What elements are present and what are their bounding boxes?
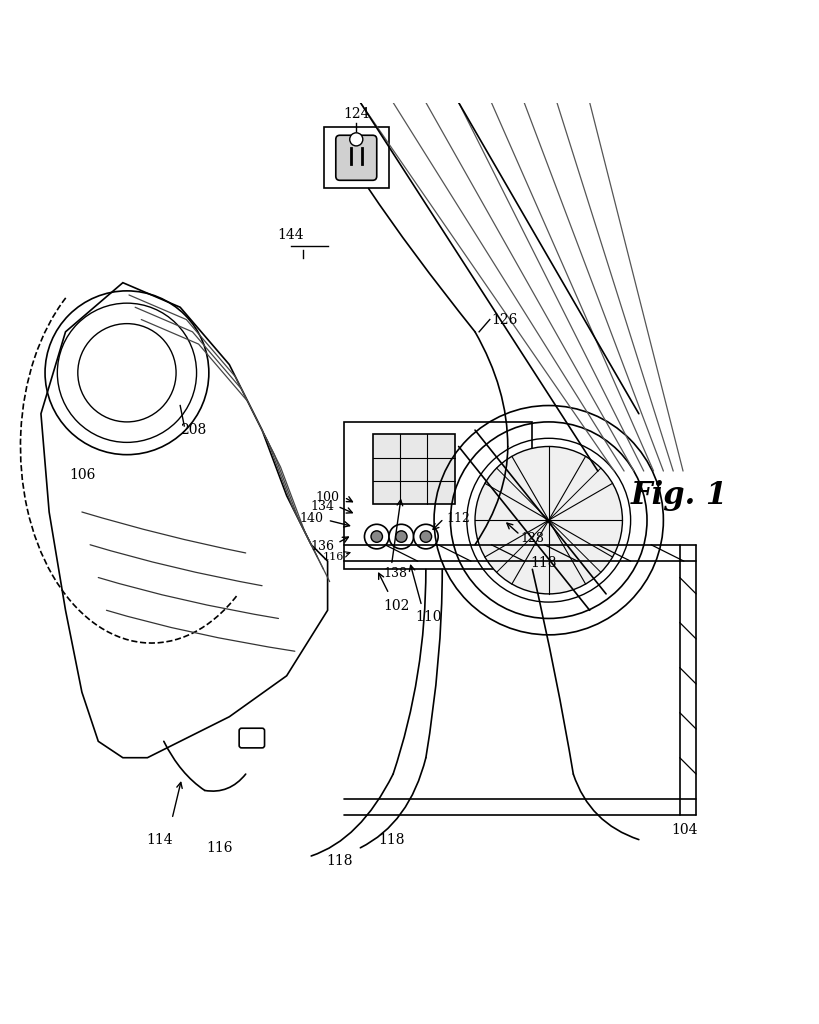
Text: 118: 118	[378, 834, 405, 847]
Text: 118: 118	[327, 854, 353, 868]
Text: 140: 140	[300, 512, 324, 525]
Text: 100: 100	[316, 490, 340, 504]
FancyBboxPatch shape	[344, 422, 532, 569]
Text: 102: 102	[383, 599, 410, 613]
Text: 104: 104	[672, 822, 698, 837]
FancyBboxPatch shape	[239, 728, 265, 748]
Text: 144: 144	[278, 227, 304, 242]
FancyBboxPatch shape	[324, 127, 389, 188]
Circle shape	[371, 530, 382, 543]
Circle shape	[396, 530, 407, 543]
Text: 116: 116	[206, 842, 233, 855]
Text: 208: 208	[180, 423, 206, 437]
Text: 116: 116	[323, 552, 344, 562]
Circle shape	[389, 524, 414, 549]
Text: 114: 114	[147, 834, 173, 847]
Text: 124: 124	[343, 106, 369, 121]
FancyBboxPatch shape	[373, 434, 455, 504]
Text: 138: 138	[383, 567, 407, 580]
FancyBboxPatch shape	[336, 135, 377, 180]
Text: 128: 128	[520, 531, 544, 545]
Text: 118: 118	[531, 556, 557, 569]
Circle shape	[364, 524, 389, 549]
Text: Fig. 1: Fig. 1	[631, 480, 728, 511]
Text: 106: 106	[70, 468, 96, 482]
Text: 110: 110	[415, 610, 441, 624]
Text: 112: 112	[446, 512, 470, 525]
Circle shape	[414, 524, 438, 549]
Circle shape	[350, 133, 363, 145]
Circle shape	[420, 530, 432, 543]
Text: 134: 134	[310, 500, 334, 513]
Text: 126: 126	[491, 312, 518, 327]
Text: 136: 136	[310, 540, 334, 553]
Polygon shape	[41, 283, 328, 758]
Circle shape	[475, 446, 622, 594]
